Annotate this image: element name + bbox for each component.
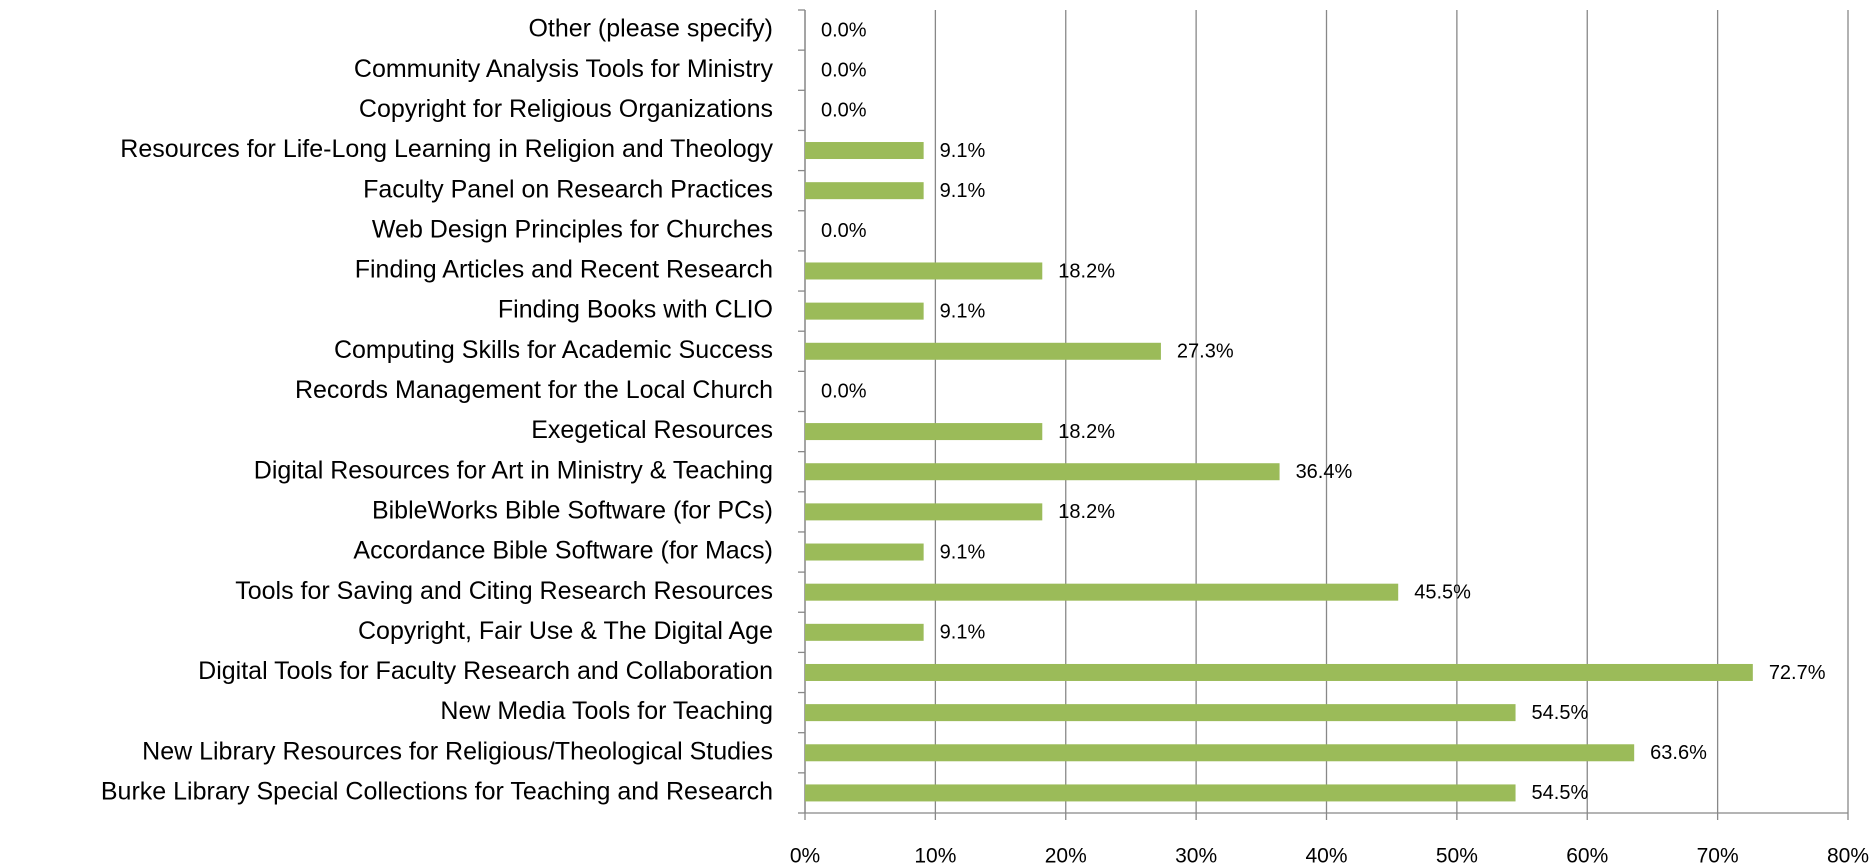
value-label: 9.1% (940, 622, 986, 644)
bar (805, 342, 1161, 360)
bar (805, 262, 1043, 280)
x-tick-label: 70% (1697, 845, 1739, 867)
value-label: 9.1% (940, 180, 986, 202)
category-label: Computing Skills for Academic Success (334, 336, 773, 364)
x-tick-label: 20% (1045, 845, 1087, 867)
bar (805, 463, 1280, 481)
category-label: Tools for Saving and Citing Research Res… (235, 577, 773, 605)
value-label: 0.0% (821, 19, 867, 41)
value-label: 0.0% (821, 381, 867, 403)
bar (805, 663, 1753, 681)
x-tick-label: 10% (914, 845, 956, 867)
value-label: 54.5% (1532, 782, 1589, 804)
value-label: 63.6% (1650, 742, 1707, 764)
category-label: Accordance Bible Software (for Macs) (353, 537, 773, 565)
x-tick-label: 30% (1175, 845, 1217, 867)
bar (805, 423, 1043, 441)
bar (805, 623, 924, 641)
value-label: 72.7% (1769, 662, 1826, 684)
category-label: Copyright for Religious Organizations (359, 95, 773, 123)
x-tick-label: 60% (1566, 845, 1608, 867)
value-label: 45.5% (1414, 581, 1471, 603)
category-label: Records Management for the Local Church (295, 376, 773, 404)
category-label: Copyright, Fair Use & The Digital Age (358, 617, 773, 645)
bar (805, 784, 1516, 802)
value-label: 36.4% (1296, 461, 1353, 483)
category-label: New Media Tools for Teaching (440, 697, 773, 725)
category-label: Digital Tools for Faculty Research and C… (198, 657, 773, 685)
category-label: Burke Library Special Collections for Te… (101, 778, 773, 806)
bar (805, 302, 924, 320)
value-label: 27.3% (1177, 341, 1234, 363)
value-label: 0.0% (821, 100, 867, 122)
category-label: Finding Books with CLIO (498, 296, 773, 324)
category-label: Web Design Principles for Churches (372, 215, 773, 243)
value-label: 54.5% (1532, 702, 1589, 724)
category-label: Faculty Panel on Research Practices (363, 175, 773, 203)
category-label: Digital Resources for Art in Ministry & … (254, 456, 773, 484)
x-tick-label: 0% (790, 845, 820, 867)
value-label: 0.0% (821, 220, 867, 242)
x-tick-label: 50% (1436, 845, 1478, 867)
bar (805, 182, 924, 200)
category-label: Community Analysis Tools for Ministry (354, 55, 774, 83)
value-label: 18.2% (1058, 421, 1115, 443)
bar (805, 704, 1516, 722)
bar (805, 503, 1043, 521)
value-label: 18.2% (1058, 260, 1115, 282)
category-label: Exegetical Resources (531, 416, 773, 444)
category-label: BibleWorks Bible Software (for PCs) (372, 496, 773, 524)
value-label: 0.0% (821, 60, 867, 82)
category-label: Resources for Life-Long Learning in Reli… (120, 135, 773, 163)
x-tick-label: 40% (1305, 845, 1347, 867)
value-label: 9.1% (940, 140, 986, 162)
category-label: Finding Articles and Recent Research (355, 256, 773, 284)
category-label: Other (please specify) (528, 15, 773, 43)
bar (805, 142, 924, 160)
value-label: 9.1% (940, 541, 986, 563)
category-label: New Library Resources for Religious/Theo… (142, 737, 773, 765)
bar (805, 744, 1635, 762)
value-label: 9.1% (940, 300, 986, 322)
bar (805, 583, 1399, 601)
x-tick-label: 80% (1827, 845, 1869, 867)
bar (805, 543, 924, 561)
value-label: 18.2% (1058, 501, 1115, 523)
